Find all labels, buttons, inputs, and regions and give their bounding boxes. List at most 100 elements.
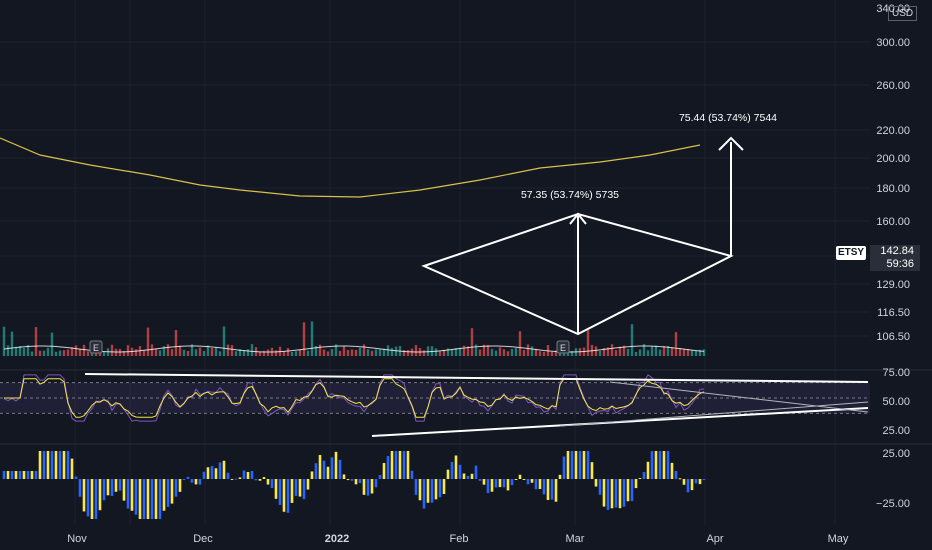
currency-label[interactable]: USD	[888, 6, 918, 21]
price-tick-label: 129.00	[876, 279, 910, 291]
histogram-bar	[702, 479, 706, 480]
volume-bar	[226, 344, 230, 356]
histogram-bar	[322, 460, 326, 479]
volume-bar	[514, 347, 518, 356]
price-tick-label: 180.00	[876, 183, 910, 195]
histogram-bar	[434, 479, 438, 500]
histogram-bar	[670, 462, 674, 479]
histogram-bar	[282, 479, 286, 512]
histogram-bar	[374, 479, 378, 488]
histogram-bar	[606, 479, 610, 510]
volume-bar	[614, 350, 618, 356]
histogram-bar	[586, 451, 590, 479]
histogram-bar	[502, 479, 506, 488]
volume-bar	[222, 326, 226, 356]
volume-bar	[470, 328, 474, 356]
histogram-bar	[346, 479, 350, 481]
histogram-bar	[626, 479, 630, 502]
volume-bar	[198, 347, 202, 356]
histogram-bar	[590, 462, 594, 479]
histogram-bar	[378, 475, 382, 479]
histogram-bar	[614, 479, 618, 508]
histogram-bar	[330, 457, 334, 479]
volume-bar	[158, 350, 162, 356]
earnings-marker: E	[560, 343, 566, 353]
volume-bar	[494, 350, 498, 356]
rsi-trendline-minor	[559, 401, 869, 427]
volume-bar	[466, 346, 470, 356]
volume-bar	[22, 347, 26, 356]
volume-bar	[102, 351, 106, 356]
diamond-pattern: E E 57.35 (53.74%) 5735 75.44 (53.74%) 7544	[89, 112, 777, 354]
volume-bar	[406, 349, 410, 356]
volume-bar	[610, 344, 614, 356]
histogram-bar	[642, 472, 646, 479]
volume-bar	[246, 349, 250, 356]
volume-bar	[390, 347, 394, 356]
histogram-bar	[62, 451, 66, 479]
histogram-bar	[382, 462, 386, 479]
volume-bar	[202, 351, 206, 356]
histogram-bar	[494, 479, 498, 488]
price-tick-label: 220.00	[876, 125, 910, 137]
ticker-tag: ETSY	[836, 246, 866, 260]
volume-bar	[682, 348, 686, 356]
volume-bar	[166, 344, 170, 356]
histogram-bar	[114, 479, 118, 492]
time-axis[interactable]: Nov Dec 2022 Feb Mar Apr May	[67, 533, 849, 545]
volume-bar	[142, 350, 146, 356]
histogram-bar	[314, 463, 318, 479]
histogram-bar	[22, 471, 26, 479]
volume-bar	[442, 349, 446, 356]
histogram-bar	[406, 451, 410, 479]
time-tick-label: Mar	[566, 533, 585, 545]
histogram-bar	[426, 479, 430, 503]
volume-bar	[2, 326, 6, 356]
volume-bar	[174, 330, 178, 356]
volume-bar	[346, 350, 350, 356]
histogram-bar	[258, 479, 262, 481]
time-tick-label: Nov	[67, 533, 87, 545]
volume-bar	[550, 351, 554, 356]
histogram-bar	[618, 479, 622, 509]
volume-bar	[634, 351, 638, 356]
histogram-bar	[86, 479, 90, 517]
volume-bar	[666, 346, 670, 356]
volume-bar	[338, 350, 342, 356]
volume-bar	[594, 346, 598, 356]
volume-bar	[66, 349, 70, 356]
measured-move-label: 57.35 (53.74%) 5735	[521, 189, 619, 201]
histogram-bar	[82, 479, 86, 512]
volume-bar	[206, 345, 210, 356]
arrow-head	[569, 212, 587, 225]
volume-bars	[2, 321, 706, 356]
histogram-bar	[690, 479, 694, 491]
histogram-bar	[78, 479, 82, 497]
volume-bar	[6, 345, 10, 356]
volume-bar	[318, 344, 322, 356]
volume-bar	[654, 345, 658, 356]
volume-bar	[542, 351, 546, 356]
histogram-bar	[70, 458, 74, 479]
histogram-bar	[446, 469, 450, 479]
histogram-bar	[470, 473, 474, 479]
histogram-bar	[682, 479, 686, 485]
histogram-bar	[6, 471, 10, 479]
volume-bar	[10, 331, 14, 356]
volume-bar	[122, 350, 126, 356]
volume-bar	[350, 349, 354, 356]
histogram-bar	[490, 479, 494, 492]
price-axis[interactable]: 340.00300.00260.00220.00200.00180.00160.…	[876, 3, 910, 510]
histogram-bar	[594, 479, 598, 487]
last-price: 142.84	[880, 245, 914, 257]
volume-bar	[426, 346, 430, 356]
volume-bar	[274, 350, 278, 356]
volume-bar	[18, 345, 22, 356]
histogram-bar	[422, 479, 426, 509]
volume-bar	[50, 332, 54, 356]
histogram-bar	[142, 479, 146, 519]
histogram-bar	[206, 467, 210, 479]
histogram-bar	[654, 451, 658, 479]
histogram-bar	[338, 459, 342, 479]
